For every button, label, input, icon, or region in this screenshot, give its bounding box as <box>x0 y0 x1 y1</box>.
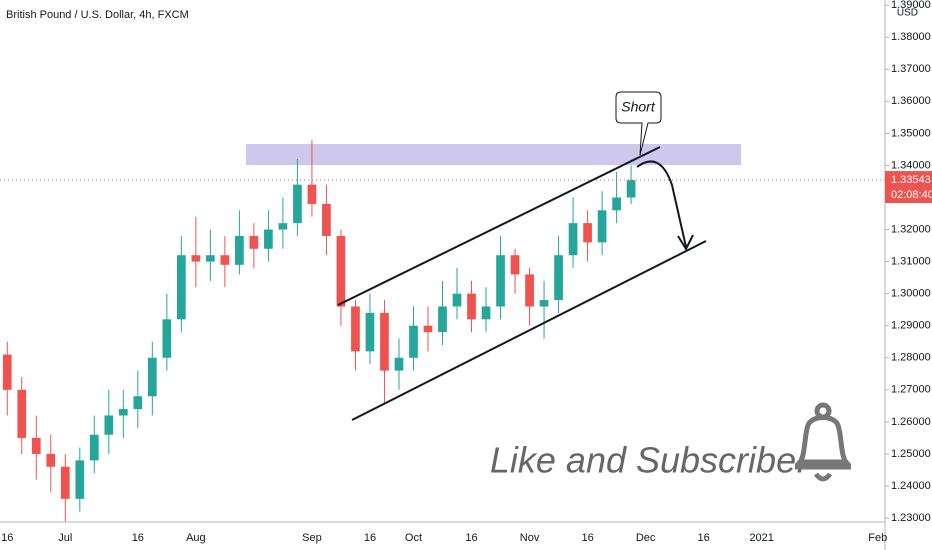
candle-body <box>31 437 41 454</box>
candle-body <box>481 306 491 320</box>
candle-body <box>496 255 505 307</box>
candle-body <box>554 255 563 301</box>
candle-body <box>235 235 244 265</box>
candle-body <box>264 229 273 249</box>
y-tick-label: 1.37000 <box>891 63 931 75</box>
x-tick-label: 16 <box>581 532 593 544</box>
y-tick-label: 1.27000 <box>891 384 931 396</box>
x-tick-label: Oct <box>405 532 422 544</box>
candle-body <box>525 274 534 307</box>
candle-body <box>583 223 592 243</box>
last-price-label: 1.33543 <box>891 174 931 186</box>
candle-body <box>278 223 288 230</box>
candle-body <box>220 255 230 265</box>
candle-body <box>293 184 302 224</box>
candle-body <box>118 409 128 416</box>
last-price-box <box>885 171 932 204</box>
candle-body <box>17 389 27 438</box>
candle-body <box>133 396 143 410</box>
y-tick-label: 1.36000 <box>891 95 931 107</box>
channel-lower <box>351 240 707 421</box>
countdown-label: 02:08:40 <box>891 189 932 201</box>
bell-icon <box>794 402 852 482</box>
y-tick-label: 1.31000 <box>891 256 931 268</box>
candle-body <box>394 357 404 371</box>
x-tick-label: Aug <box>186 532 206 544</box>
x-tick-label: 16 <box>1 532 13 544</box>
candle-body <box>539 300 549 307</box>
candle-body <box>2 354 12 390</box>
candle-body <box>89 434 99 461</box>
x-tick-label: Feb <box>868 532 887 544</box>
candle-body <box>322 203 331 236</box>
candle-body <box>60 466 70 499</box>
y-tick-label: 1.35000 <box>891 127 931 139</box>
y-tick-label: 1.28000 <box>891 352 931 364</box>
candle-body <box>147 357 157 397</box>
y-tick-label: 1.24000 <box>891 480 931 492</box>
candle-body <box>206 255 215 262</box>
arrow-head <box>677 234 694 252</box>
x-tick-label: 16 <box>465 532 477 544</box>
currency-label: USD <box>897 8 918 19</box>
candle-body <box>191 255 201 262</box>
candle-body <box>423 325 433 333</box>
x-tick-label: Jul <box>58 532 72 544</box>
arrow <box>636 160 687 248</box>
candle-body <box>162 319 172 358</box>
candle-body <box>249 235 259 249</box>
candle-body <box>568 223 578 256</box>
x-tick-label: Dec <box>636 532 656 544</box>
candle-body <box>177 255 186 320</box>
candle-body <box>409 325 418 358</box>
candle-body <box>307 184 317 204</box>
callout <box>615 91 662 156</box>
y-tick-label: 1.38000 <box>891 31 931 43</box>
candle-body <box>452 293 462 307</box>
x-tick-label: Sep <box>302 532 322 544</box>
callout-text: Short <box>621 99 656 115</box>
candle-body <box>438 306 447 333</box>
candle-body <box>612 197 621 211</box>
y-tick-label: 1.30000 <box>891 288 931 300</box>
candle-body <box>597 210 607 243</box>
y-tick-label: 1.25000 <box>891 448 931 460</box>
candle-body <box>46 453 56 467</box>
resistance-zone <box>246 144 741 165</box>
y-tick-label: 1.39000 <box>891 0 931 11</box>
candle-body <box>626 180 636 198</box>
chart-title: British Pound / U.S. Dollar, 4h, FXCM <box>6 9 189 21</box>
candle-body <box>365 312 375 352</box>
candle-body <box>467 293 476 320</box>
y-tick-label: 1.23000 <box>891 512 931 524</box>
y-tick-label: 1.29000 <box>891 320 931 332</box>
candle-body <box>380 312 389 371</box>
candle-body <box>336 235 346 307</box>
x-tick-label: 16 <box>132 532 144 544</box>
x-tick-label: 16 <box>364 532 376 544</box>
candle-body <box>75 460 85 499</box>
candle-body <box>104 415 114 435</box>
x-tick-label: 2021 <box>749 532 773 544</box>
candle-body <box>351 306 360 352</box>
x-tick-label: Nov <box>520 532 540 544</box>
subscribe-text: Like and Subscribe! <box>490 440 806 481</box>
candle-body <box>510 255 520 275</box>
y-tick-label: 1.26000 <box>891 416 931 428</box>
y-tick-label: 1.32000 <box>891 223 931 235</box>
y-tick-label: 1.34000 <box>891 159 931 171</box>
channel-upper <box>337 146 661 306</box>
x-tick-label: 16 <box>698 532 710 544</box>
